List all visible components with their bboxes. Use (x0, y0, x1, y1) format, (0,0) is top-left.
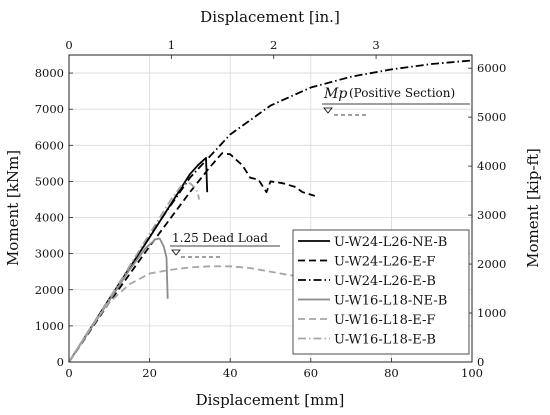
x-tick-label: 80 (384, 366, 399, 380)
x2-tick-label: 2 (270, 38, 277, 52)
y-tick-label: 4000 (35, 211, 64, 225)
series-line-u-w24-l26-e-f (68, 152, 316, 363)
series-lines (68, 59, 473, 363)
legend-label: U-W16-L18-NE-B (334, 294, 447, 309)
legend-box (292, 229, 470, 355)
y2-tick-label: 6000 (477, 61, 506, 75)
legend-label: U-W24-L26-E-F (334, 255, 435, 270)
y2-tick-label: 2000 (477, 257, 506, 271)
y-tick-label: 0 (57, 355, 64, 369)
annotation-dead-load-marker (171, 249, 181, 256)
y2-tick-label: 1000 (477, 306, 506, 320)
annotation-mp-label: (Positive Section) (349, 86, 455, 100)
annotations: 1.25 Dead Load Mp (Positive Section) (170, 86, 470, 258)
x2-axis-label: Displacement [in.] (200, 8, 340, 26)
y-tick-label: 8000 (35, 66, 64, 80)
y2-axis-label: Moment [kip-ft] (524, 148, 542, 268)
y-tick-label: 5000 (35, 174, 64, 188)
ticks: 0 20 40 60 80 1000100020003000400050006000700… (35, 38, 507, 380)
legend-label: U-W16-L18-E-B (334, 333, 436, 348)
y-tick-label: 3000 (35, 247, 64, 261)
plot-frame (68, 54, 473, 363)
y-tick-label: 6000 (35, 138, 64, 152)
x-tick-label: 0 (65, 366, 72, 380)
y2-tick-label: 0 (477, 355, 484, 369)
legend-label: U-W16-L18-E-F (334, 313, 435, 328)
y-tick-label: 2000 (35, 283, 64, 297)
y-axis-label: Moment [kNm] (4, 150, 22, 266)
y-tick-label: 7000 (35, 102, 64, 116)
y2-tick-label: 3000 (477, 208, 506, 222)
y2-tick-label: 5000 (477, 110, 506, 124)
series-line-u-w16-l18-ne-b (68, 237, 169, 363)
annotation-dead-load: 1.25 Dead Load (172, 231, 268, 245)
annotation-mp-symbol: Mp (323, 86, 347, 102)
x2-tick-label: 1 (168, 38, 175, 52)
x-tick-label: 60 (303, 366, 318, 380)
x-tick-label: 40 (223, 366, 238, 380)
legend-label: U-W24-L26-NE-B (334, 235, 447, 250)
x2-tick-label: 0 (65, 38, 72, 52)
y-tick-label: 1000 (35, 319, 64, 333)
x-tick-label: 100 (461, 366, 483, 380)
annotation-mp-marker (323, 107, 333, 114)
x2-tick-label: 3 (372, 38, 379, 52)
series-line-u-w16-l18-e-f (68, 265, 311, 363)
series-line-u-w16-l18-e-b (68, 182, 201, 363)
legend: U-W24-L26-NE-B U-W24-L26-E-F U-W24-L26-E-B… (292, 229, 470, 355)
x-tick-label: 20 (142, 366, 157, 380)
x-axis-label: Displacement [mm] (196, 391, 345, 409)
legend-label: U-W24-L26-E-B (334, 274, 436, 289)
y2-tick-label: 4000 (477, 159, 506, 173)
